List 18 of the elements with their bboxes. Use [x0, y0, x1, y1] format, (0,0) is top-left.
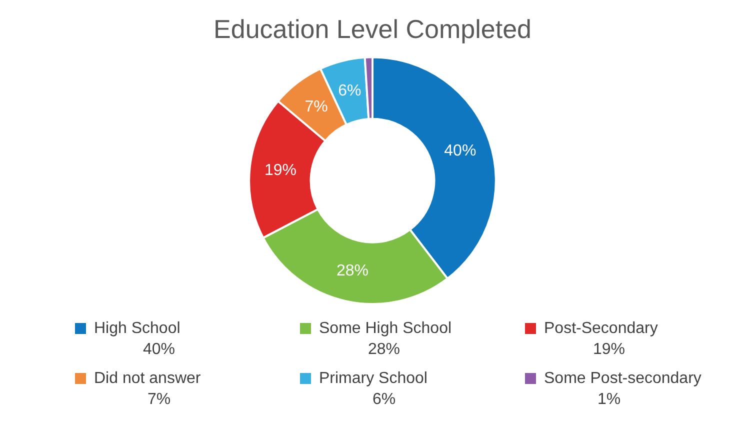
data-label: 6% — [338, 82, 362, 100]
chart-title: Education Level Completed — [214, 14, 532, 44]
legend-label: Some Post-secondary — [544, 369, 702, 389]
legend-label: Primary School — [319, 369, 428, 389]
legend-label: Some High School — [319, 319, 452, 339]
text: 6% — [372, 391, 396, 408]
text: 7% — [147, 391, 171, 408]
text: 28% — [368, 341, 400, 358]
data-label: 40% — [444, 142, 476, 160]
data-label: 1% — [596, 390, 622, 410]
legend-label: Post-Secondary — [544, 319, 658, 339]
data-label: 7% — [304, 98, 328, 116]
legend-label: Did not answer — [94, 369, 201, 389]
data-label: 28% — [336, 262, 369, 280]
text: 40% — [142, 341, 176, 358]
text: 19% — [592, 341, 626, 358]
data-label: 19% — [264, 162, 297, 179]
legend-label: High School — [94, 319, 180, 339]
